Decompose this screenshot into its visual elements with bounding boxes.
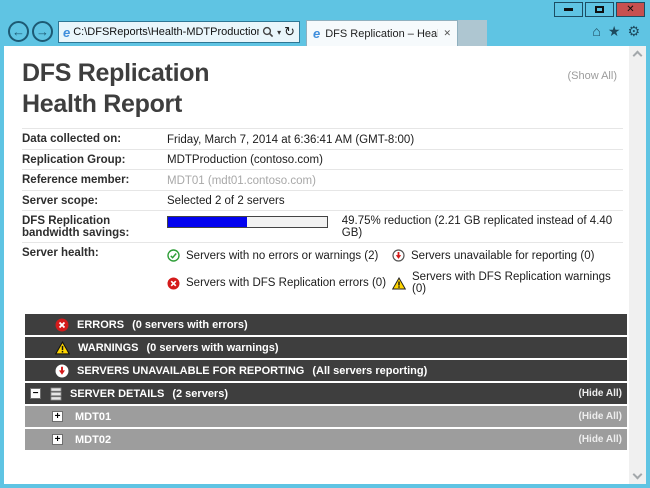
health-item-text: Servers with DFS Replication errors (0): [186, 277, 387, 289]
scroll-up-icon[interactable]: [632, 50, 643, 61]
close-button[interactable]: ✕: [616, 2, 645, 17]
section-title: WARNINGS: [78, 341, 139, 354]
minimize-button[interactable]: [554, 2, 583, 17]
section-errors[interactable]: ERRORS (0 servers with errors): [25, 314, 627, 335]
field-row-reference-member: Reference member: MDT01 (mdt01.contoso.c…: [22, 169, 623, 190]
section-detail: (0 servers with errors): [132, 318, 248, 331]
hide-all-link[interactable]: (Hide All): [578, 388, 622, 399]
tab-favicon: e: [313, 26, 321, 41]
unavailable-icon: [392, 249, 405, 262]
field-value: MDT01 (mdt01.contoso.com): [167, 174, 316, 187]
section-title: ERRORS: [77, 318, 125, 331]
browser-viewport: DFS Replication Health Report (Show All)…: [4, 46, 646, 484]
field-row-data-collected: Data collected on: Friday, March 7, 2014…: [22, 128, 623, 149]
field-value: Friday, March 7, 2014 at 6:36:41 AM (GMT…: [167, 133, 415, 146]
health-item-errors: Servers with DFS Replication errors (0): [167, 271, 392, 295]
health-item-text: Servers with no errors or warnings (2): [186, 249, 379, 262]
field-row-replication-group: Replication Group: MDTProduction (contos…: [22, 148, 623, 170]
ok-check-icon: [167, 249, 180, 262]
browser-tab[interactable]: e DFS Replication – Health Re... ✕: [306, 20, 458, 46]
bandwidth-text: 49.75% reduction (2.21 GB replicated ins…: [341, 215, 613, 239]
bandwidth-progress-bar: [167, 216, 328, 228]
forward-icon: →: [36, 24, 49, 39]
close-icon: ✕: [626, 4, 635, 15]
error-x-icon: [55, 318, 69, 332]
hide-all-link[interactable]: (Hide All): [578, 434, 622, 445]
warning-triangle-icon: [55, 340, 70, 355]
page-title-line2: Health Report: [22, 90, 183, 118]
section-detail: (All servers reporting): [312, 364, 428, 377]
field-label: Data collected on:: [22, 133, 122, 145]
field-label: DFS Replication bandwidth savings:: [22, 215, 130, 239]
search-icon[interactable]: [262, 26, 274, 38]
expand-icon[interactable]: +: [52, 411, 63, 422]
server-row-mdt01[interactable]: + MDT01 (Hide All): [25, 406, 627, 427]
bandwidth-progress-fill: [168, 217, 247, 227]
settings-gear-icon[interactable]: ⚙: [627, 23, 640, 39]
server-health-grid: Servers with no errors or warnings (2) S…: [167, 247, 623, 299]
field-value: MDTProduction (contoso.com): [167, 154, 323, 166]
error-x-icon: [167, 277, 180, 289]
page-favicon: e: [63, 24, 71, 40]
report-fields: Data collected on: Friday, March 7, 2014…: [22, 128, 623, 302]
health-item-ok: Servers with no errors or warnings (2): [167, 249, 392, 262]
maximize-icon: [595, 6, 604, 13]
section-server-details[interactable]: − SERVER DETAILS (2 servers) (Hide All): [25, 383, 627, 404]
server-name: MDT02: [75, 433, 112, 446]
address-dropdown-icon[interactable]: ▾: [277, 27, 282, 37]
health-item-text: Servers unavailable for reporting (0): [411, 249, 595, 262]
refresh-icon[interactable]: ↻: [284, 24, 295, 39]
tab-title: DFS Replication – Health Re...: [325, 27, 438, 40]
field-label: Reference member:: [22, 174, 130, 186]
scroll-down-icon[interactable]: [632, 469, 643, 480]
report-sections: ERRORS (0 servers with errors) WARNINGS …: [25, 314, 627, 450]
forward-button[interactable]: →: [32, 21, 53, 42]
section-detail: (0 servers with warnings): [146, 341, 279, 354]
maximize-button[interactable]: [585, 2, 614, 17]
new-tab-button[interactable]: [458, 20, 487, 46]
section-detail: (2 servers): [172, 387, 228, 400]
report-page: DFS Replication Health Report (Show All)…: [4, 46, 629, 484]
field-value: Selected 2 of 2 servers: [167, 195, 285, 207]
health-item-unavailable: Servers unavailable for reporting (0): [392, 249, 623, 262]
field-row-server-health: Server health: Servers with no errors or…: [22, 242, 623, 302]
field-row-bandwidth-savings: DFS Replication bandwidth savings: 49.75…: [22, 210, 623, 242]
window-titlebar: ✕: [0, 0, 650, 18]
section-title: SERVERS UNAVAILABLE FOR REPORTING: [77, 364, 305, 377]
server-row-mdt02[interactable]: + MDT02 (Hide All): [25, 429, 627, 450]
field-label: Replication Group:: [22, 153, 126, 166]
health-item-text: Servers with DFS Replication warnings (0…: [412, 271, 611, 295]
collapse-icon[interactable]: −: [30, 388, 41, 399]
minimize-icon: [564, 8, 573, 11]
server-name: MDT01: [75, 410, 112, 423]
server-icon: [50, 387, 62, 401]
show-all-link[interactable]: (Show All): [567, 70, 617, 82]
address-bar[interactable]: e C:\DFSReports\Health-MDTProduction-07M…: [58, 21, 300, 43]
warning-triangle-icon: [392, 276, 406, 289]
section-unavailable[interactable]: SERVERS UNAVAILABLE FOR REPORTING (All s…: [25, 360, 627, 381]
field-row-server-scope: Server scope: Selected 2 of 2 servers: [22, 189, 623, 211]
field-label: Server scope:: [22, 194, 99, 207]
section-warnings[interactable]: WARNINGS (0 servers with warnings): [25, 337, 627, 358]
browser-navbar: ← → e C:\DFSReports\Health-MDTProduction…: [0, 18, 650, 46]
expand-icon[interactable]: +: [52, 434, 63, 445]
unavailable-icon: [55, 364, 69, 378]
back-button[interactable]: ←: [8, 21, 29, 42]
section-title: SERVER DETAILS: [70, 387, 165, 400]
hide-all-link[interactable]: (Hide All): [578, 411, 622, 422]
back-icon: ←: [12, 24, 25, 39]
vertical-scrollbar[interactable]: [629, 46, 646, 484]
field-label: Server health:: [22, 247, 99, 259]
health-item-warnings: Servers with DFS Replication warnings (0…: [392, 271, 623, 295]
page-title: DFS Replication Health Report: [22, 58, 629, 120]
url-text[interactable]: C:\DFSReports\Health-MDTProduction-07Ma: [73, 26, 259, 38]
page-title-line1: DFS Replication: [22, 59, 210, 87]
favorites-star-icon[interactable]: ★: [607, 23, 621, 39]
tab-close-icon[interactable]: ✕: [443, 28, 451, 38]
home-icon[interactable]: ⌂: [592, 23, 601, 39]
